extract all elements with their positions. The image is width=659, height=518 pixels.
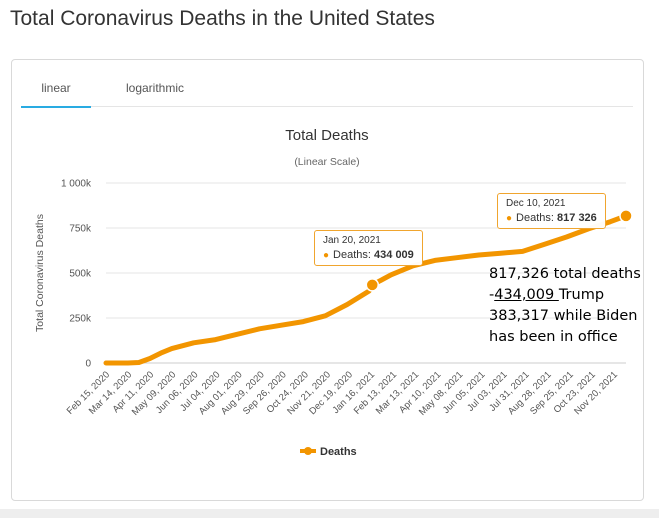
tooltip-label: Deaths: xyxy=(516,212,554,224)
page-footer-strip xyxy=(0,509,659,518)
chart-subtitle: (Linear Scale) xyxy=(294,156,359,168)
highlight-point xyxy=(619,209,633,223)
handwritten-annotation: 817,326 total deaths -434,009 Trump 383,… xyxy=(489,264,641,348)
chart-title: Total Deaths xyxy=(285,127,368,144)
y-tick-label: 1 000k xyxy=(61,179,92,190)
legend-marker-icon xyxy=(304,447,312,455)
tooltip-value: 817 326 xyxy=(557,212,597,224)
tooltip-dec-2021: Dec 10, 2021 ● Deaths: 817 326 xyxy=(497,193,606,229)
annotation-trump-value: 434,009 xyxy=(494,287,559,303)
tooltip-label: Deaths: xyxy=(333,249,371,261)
series-dot-icon: ● xyxy=(323,250,330,261)
y-axis-label: Total Coronavirus Deaths xyxy=(34,214,46,332)
annotation-line-1: 817,326 total deaths xyxy=(489,266,641,282)
highlight-point xyxy=(365,278,380,292)
tooltip-date: Dec 10, 2021 xyxy=(506,198,566,209)
y-tick-label: 0 xyxy=(85,359,91,370)
series-dot-icon: ● xyxy=(506,213,513,224)
annotation-trump-label: Trump xyxy=(558,287,605,303)
page-title: Total Coronavirus Deaths in the United S… xyxy=(10,7,435,30)
y-tick-label: 250k xyxy=(69,314,92,325)
y-tick-label: 500k xyxy=(69,269,92,280)
annotation-line-2: -434,009 Trump xyxy=(489,285,641,306)
series-line-deaths xyxy=(103,213,629,366)
tooltip-jan-2021: Jan 20, 2021 ● Deaths: 434 009 xyxy=(314,230,423,266)
tooltip-date: Jan 20, 2021 xyxy=(323,235,381,246)
annotation-line-4: has been in office xyxy=(489,329,618,345)
tooltip-value: 434 009 xyxy=(374,249,414,261)
tab-logarithmic[interactable]: logarithmic xyxy=(125,81,185,95)
y-tick-label: 750k xyxy=(69,224,92,235)
scale-tabs: linear logarithmic xyxy=(21,70,633,108)
chart-card: linear logarithmic xyxy=(11,59,644,501)
annotation-minus: - xyxy=(489,287,495,303)
annotation-line-3: 383,317 while Biden xyxy=(489,308,638,324)
tab-linear[interactable]: linear xyxy=(21,70,91,108)
legend-label: Deaths xyxy=(320,446,357,458)
